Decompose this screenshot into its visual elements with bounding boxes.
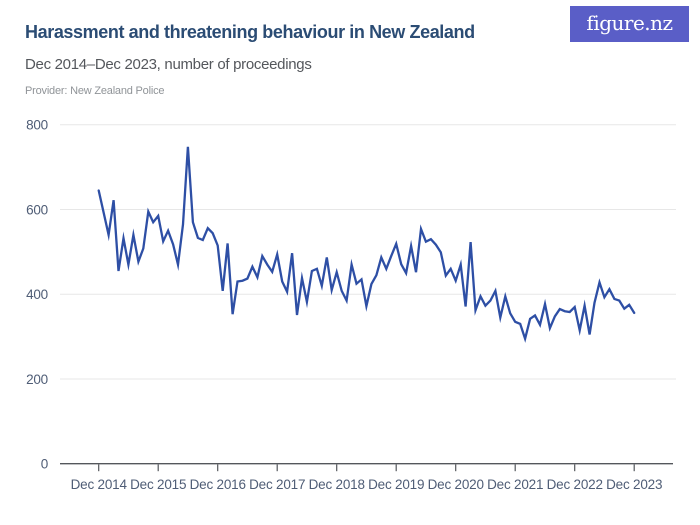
x-axis-label-Dec 2021: Dec 2021 bbox=[487, 477, 543, 492]
page-subtitle: Dec 2014–Dec 2023, number of proceedings bbox=[25, 56, 312, 73]
provider-note: Provider: New Zealand Police bbox=[25, 85, 165, 97]
y-axis-label-400: 400 bbox=[26, 287, 48, 302]
y-axis-label-800: 800 bbox=[26, 118, 48, 133]
y-axis-label-600: 600 bbox=[26, 202, 48, 217]
x-axis-label-Dec 2018: Dec 2018 bbox=[309, 477, 365, 492]
x-axis-label-Dec 2019: Dec 2019 bbox=[368, 477, 424, 492]
data-line-proceedings bbox=[97, 146, 636, 343]
figure-nz-logo[interactable]: figure.nz bbox=[570, 6, 689, 42]
x-axis-label-Dec 2017: Dec 2017 bbox=[249, 477, 305, 492]
x-axis-label-Dec 2014: Dec 2014 bbox=[71, 477, 128, 492]
y-axis-label-200: 200 bbox=[26, 372, 48, 387]
page-title: Harassment and threatening behaviour in … bbox=[25, 22, 475, 42]
x-axis-label-Dec 2016: Dec 2016 bbox=[190, 477, 246, 492]
x-axis-label-Dec 2023: Dec 2023 bbox=[606, 477, 662, 492]
x-axis-label-Dec 2022: Dec 2022 bbox=[547, 477, 603, 492]
x-axis-label-Dec 2015: Dec 2015 bbox=[130, 477, 186, 492]
figure-nz-logo-text: figure.nz bbox=[586, 11, 673, 35]
x-axis-label-Dec 2020: Dec 2020 bbox=[428, 477, 484, 492]
y-axis-label-0: 0 bbox=[41, 457, 48, 472]
